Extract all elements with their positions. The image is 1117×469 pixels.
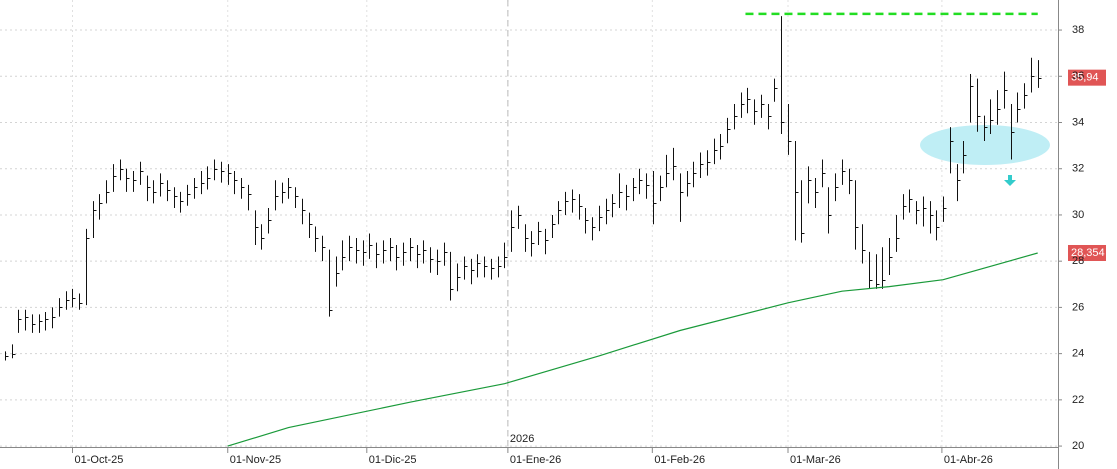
labels: 20 22 24 26 28 30 32 34 36 38 01-Oct-25 01-Nov-25 01… [74,24,1104,466]
y-tick-label: 36 [1072,70,1084,82]
grid [0,0,1062,453]
y-tick-label: 26 [1072,301,1084,313]
y-tick-label: 20 [1072,440,1084,452]
marks [5,12,1106,447]
last-value-box [1068,244,1106,261]
y-tick-label: 28 [1072,255,1084,267]
last-value-label: 28,354 [1071,247,1105,259]
x-tick-label: 01-Feb-26 [654,454,705,466]
y-tick-label: 32 [1072,163,1084,175]
x-tick-label: 01-Abr-26 [944,454,993,466]
x-tick-label: 01-Nov-25 [230,454,281,466]
y-tick-label: 24 [1072,348,1084,360]
highlight-zone [920,125,1050,165]
y-tick-label: 30 [1072,209,1084,221]
x-tick-label: 01-Mar-26 [790,454,841,466]
x-tick-label: 01-Ene-26 [510,454,561,466]
y-tick-label: 34 [1072,116,1084,128]
year-label: 2026 [510,433,534,445]
x-tick-label: 01-Dic-25 [369,454,417,466]
last-value-label: 35,94 [1071,72,1099,84]
moving-average-line [227,252,1038,447]
y-tick-label: 38 [1072,24,1084,36]
y-tick-label: 22 [1072,394,1084,406]
last-value-box [1068,69,1106,86]
arrow-marker [1004,175,1016,186]
x-tick-label: 01-Oct-25 [74,454,123,466]
